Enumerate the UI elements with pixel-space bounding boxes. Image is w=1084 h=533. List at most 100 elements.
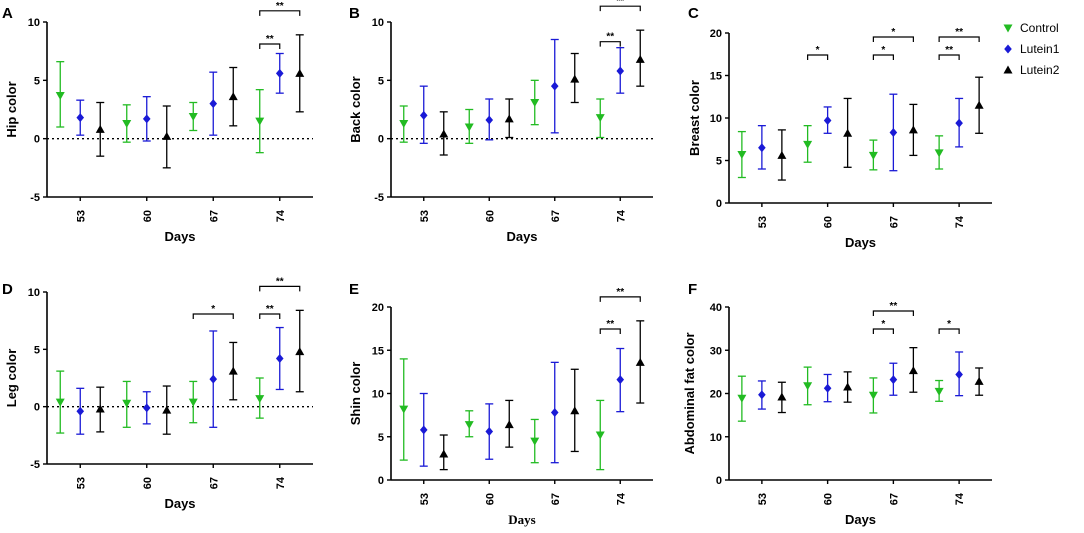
y-tick-label: 5	[378, 75, 384, 87]
x-tick-label: 67	[208, 477, 220, 489]
legend-label: Lutein2	[1020, 63, 1060, 77]
x-tick-label: 60	[142, 477, 154, 489]
significance-label: **	[266, 304, 274, 315]
data-point	[275, 68, 284, 78]
significance-label: **	[606, 32, 614, 43]
y-tick-label: 0	[34, 402, 40, 414]
data-point	[188, 113, 198, 121]
data-point	[595, 431, 605, 440]
data-point	[889, 127, 898, 137]
panel-f: F 0 10 20 30 40 53 60 67 74 Days Abdominal fat colo…	[682, 281, 992, 527]
significance-bracket: **	[599, 319, 621, 334]
y-tick-label: 10	[710, 113, 722, 125]
legend-label: Control	[1020, 21, 1059, 35]
legend-item-lutein1: Lutein1	[1004, 42, 1060, 56]
x-tick-label: 74	[615, 492, 627, 505]
significance-label: *	[881, 319, 885, 330]
bracket-line	[872, 36, 914, 42]
x-axis-title: Days	[845, 512, 876, 527]
series-control	[55, 61, 265, 154]
data-point	[823, 116, 832, 126]
y-axis-title: Leg color	[4, 349, 19, 408]
panel-letter: A	[2, 5, 13, 22]
data-point	[504, 420, 514, 429]
data-point	[439, 449, 449, 458]
significance-bracket: **	[872, 301, 914, 316]
x-axis-title: Days	[508, 512, 535, 527]
legend-item-control: Control	[1003, 21, 1059, 35]
bracket-line	[259, 285, 301, 292]
x-axis-title: Days	[164, 229, 195, 244]
data-point	[843, 382, 853, 391]
legend-marker	[1003, 65, 1013, 74]
y-tick-label: 0	[716, 475, 722, 487]
y-tick-label: 10	[710, 432, 722, 444]
significance-label: *	[891, 27, 895, 38]
data-point	[758, 390, 766, 400]
x-tick-label: 53	[75, 477, 87, 489]
y-axis-title: Hip color	[4, 81, 19, 137]
data-point	[122, 399, 132, 408]
data-point	[635, 54, 645, 63]
significance-label: **	[955, 27, 963, 38]
data-point	[209, 374, 218, 384]
x-axis-title: Days	[164, 496, 195, 511]
x-tick-label: 53	[757, 493, 769, 505]
series-lutein2	[777, 76, 984, 181]
data-point	[485, 115, 494, 125]
bracket-line	[872, 54, 894, 60]
data-point	[162, 405, 172, 414]
x-tick-label: 53	[75, 210, 87, 222]
y-tick-label: 40	[710, 302, 722, 314]
y-tick-label: 10	[372, 389, 384, 401]
data-point	[504, 114, 514, 123]
panel-letter: C	[688, 5, 699, 22]
significance-bracket: **	[938, 27, 980, 42]
significance-bracket: **	[599, 0, 641, 12]
data-point	[228, 92, 238, 101]
significance-bracket: *	[192, 304, 234, 319]
x-tick-label: 67	[208, 210, 220, 222]
x-tick-label: 60	[484, 210, 496, 222]
x-tick-label: 74	[954, 215, 966, 228]
significance-bracket: **	[259, 1, 301, 16]
data-point	[974, 100, 984, 109]
data-point	[934, 387, 944, 396]
data-point	[908, 366, 918, 375]
x-tick-label: 67	[888, 493, 900, 505]
legend: Control Lutein1 Lutein2	[1003, 21, 1060, 77]
series-control	[399, 358, 605, 471]
data-point	[737, 394, 747, 403]
x-tick-label: 60	[823, 216, 835, 228]
panel-letter: D	[2, 281, 13, 298]
panel-a: A -5 0 5 10 53 60 67 74 Days Hip color ** **	[2, 1, 313, 244]
data-point	[464, 421, 474, 430]
series-control	[399, 79, 605, 144]
y-tick-label: 10	[372, 17, 384, 29]
data-point	[908, 125, 918, 134]
data-point	[955, 118, 963, 128]
y-tick-label: 20	[372, 302, 384, 314]
data-point	[868, 151, 878, 160]
significance-bracket: **	[259, 304, 281, 319]
series-lutein1	[76, 326, 284, 435]
x-tick-label: 60	[823, 493, 835, 505]
x-axis-title: Days	[506, 229, 537, 244]
panel-letter: F	[688, 281, 697, 298]
significance-bracket: **	[259, 34, 281, 49]
data-point	[955, 369, 963, 379]
significance-bracket: *	[938, 319, 960, 334]
y-tick-label: 5	[34, 344, 40, 356]
data-point	[419, 425, 428, 435]
series-lutein1	[757, 93, 964, 172]
x-tick-label: 74	[275, 209, 287, 222]
significance-bracket: *	[872, 319, 894, 334]
series-lutein2	[95, 309, 305, 435]
y-tick-label: 5	[378, 432, 384, 444]
data-point	[122, 120, 132, 128]
significance-bracket: **	[599, 287, 641, 302]
y-axis-title: Breast color	[687, 80, 702, 156]
data-point	[803, 382, 813, 391]
data-point	[777, 150, 787, 159]
